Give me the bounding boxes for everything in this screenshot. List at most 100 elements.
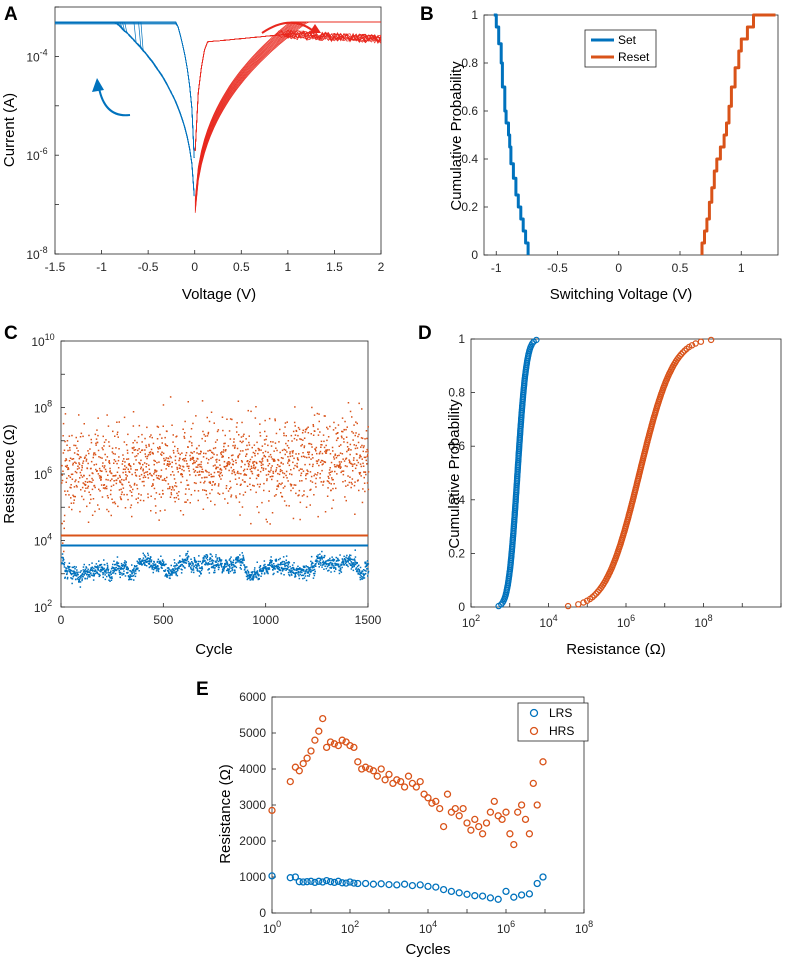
c-lrs-point: [290, 573, 293, 575]
c-hrs-point: [145, 466, 147, 468]
c-hrs-point: [302, 455, 305, 458]
c-lrs-point: [320, 562, 322, 564]
c-hrs-point: [326, 449, 328, 451]
c-hrs-point: [215, 467, 217, 470]
c-lrs-point: [92, 572, 95, 575]
c-hrs-point: [111, 451, 114, 453]
c-hrs-point: [173, 497, 176, 499]
c-hrs-point: [214, 464, 216, 466]
c-hrs-point: [117, 505, 119, 508]
c-lrs-point: [318, 560, 320, 563]
c-hrs-point: [286, 451, 288, 453]
d-x-tick-label: 108: [694, 613, 712, 630]
c-hrs-point: [328, 449, 330, 451]
c-lrs-point: [94, 572, 97, 575]
c-hrs-point: [226, 462, 228, 464]
c-lrs-point: [131, 575, 134, 577]
c-hrs-point: [338, 454, 340, 457]
c-lrs-point: [134, 570, 137, 572]
c-hrs-point: [273, 460, 275, 462]
c-lrs-point: [62, 560, 64, 562]
c-lrs-point: [299, 573, 301, 575]
c-lrs-point: [151, 565, 154, 567]
e-hrs-point: [291, 763, 300, 771]
c-hrs-point: [235, 496, 238, 499]
c-lrs-point: [302, 565, 305, 568]
c-lrs-point: [83, 569, 86, 572]
c-lrs-point: [319, 557, 321, 560]
c-hrs-point: [209, 492, 211, 495]
c-lrs-point: [158, 568, 160, 570]
c-lrs-point: [206, 563, 208, 565]
c-hrs-point: [301, 468, 303, 470]
c-lrs-point: [197, 560, 200, 563]
c-lrs-point: [292, 568, 295, 570]
c-hrs-point: [342, 481, 344, 483]
c-hrs-point: [223, 442, 225, 445]
c-hrs-point: [359, 463, 362, 465]
c-hrs-point: [181, 475, 184, 478]
c-hrs-point: [288, 459, 291, 462]
c-lrs-point: [207, 564, 209, 566]
c-hrs-point: [281, 482, 283, 484]
c-hrs-point: [232, 454, 234, 456]
c-hrs-point: [292, 450, 294, 452]
c-hrs-point: [192, 456, 195, 459]
c-lrs-point: [84, 577, 86, 580]
c-hrs-point: [107, 474, 109, 476]
c-lrs-point: [271, 560, 273, 562]
c-lrs-point: [135, 572, 137, 575]
c-lrs-point: [64, 570, 67, 573]
c-hrs-point: [355, 432, 357, 434]
e-hrs-point: [286, 777, 294, 786]
c-lrs-point: [64, 577, 66, 579]
d-y-tick-label: 0.2: [448, 546, 465, 560]
c-lrs-point: [218, 566, 220, 569]
c-hrs-point: [117, 436, 119, 438]
c-x-tick-label: 500: [153, 613, 173, 627]
c-hrs-point: [271, 475, 273, 478]
c-hrs-point: [96, 441, 99, 444]
b-y-tick-label: 0.2: [461, 200, 478, 214]
c-hrs-point: [136, 484, 138, 486]
c-lrs-point: [71, 566, 74, 569]
c-lrs-point: [159, 561, 161, 564]
c-lrs-point: [263, 560, 266, 562]
e-hrs-point: [334, 741, 342, 750]
c-hrs-point: [261, 467, 263, 469]
c-hrs-point: [155, 512, 157, 514]
c-hrs-point: [355, 421, 357, 423]
c-lrs-point: [223, 566, 226, 568]
c-hrs-point: [366, 455, 369, 458]
c-lrs-point: [344, 562, 347, 564]
c-hrs-point: [350, 463, 353, 465]
c-lrs-point: [310, 555, 313, 558]
c-hrs-point: [302, 439, 304, 441]
c-lrs-point: [176, 567, 178, 570]
c-hrs-point: [280, 492, 282, 494]
c-hrs-point: [287, 456, 289, 458]
c-lrs-point: [280, 562, 282, 564]
c-hrs-point: [152, 442, 155, 445]
c-hrs-point: [108, 441, 110, 443]
c-hrs-point: [229, 488, 231, 490]
c-lrs-point: [350, 554, 352, 557]
c-hrs-point: [65, 459, 68, 461]
c-hrs-point: [273, 495, 276, 497]
c-lrs-point: [328, 562, 331, 565]
c-hrs-point: [259, 431, 261, 434]
c-lrs-point: [358, 573, 360, 575]
c-lrs-point: [295, 572, 297, 574]
c-hrs-point: [227, 461, 229, 463]
c-hrs-point: [162, 425, 164, 427]
c-lrs-point: [170, 570, 173, 573]
c-lrs-point: [205, 554, 207, 556]
c-hrs-point: [156, 461, 158, 464]
c-lrs-point: [152, 563, 154, 565]
c-lrs-point: [204, 563, 206, 566]
c-lrs-point: [366, 563, 368, 565]
e-hrs-point: [326, 738, 335, 746]
e-hrs-point: [393, 776, 401, 784]
c-hrs-point: [195, 466, 197, 468]
c-lrs-point: [178, 565, 180, 568]
